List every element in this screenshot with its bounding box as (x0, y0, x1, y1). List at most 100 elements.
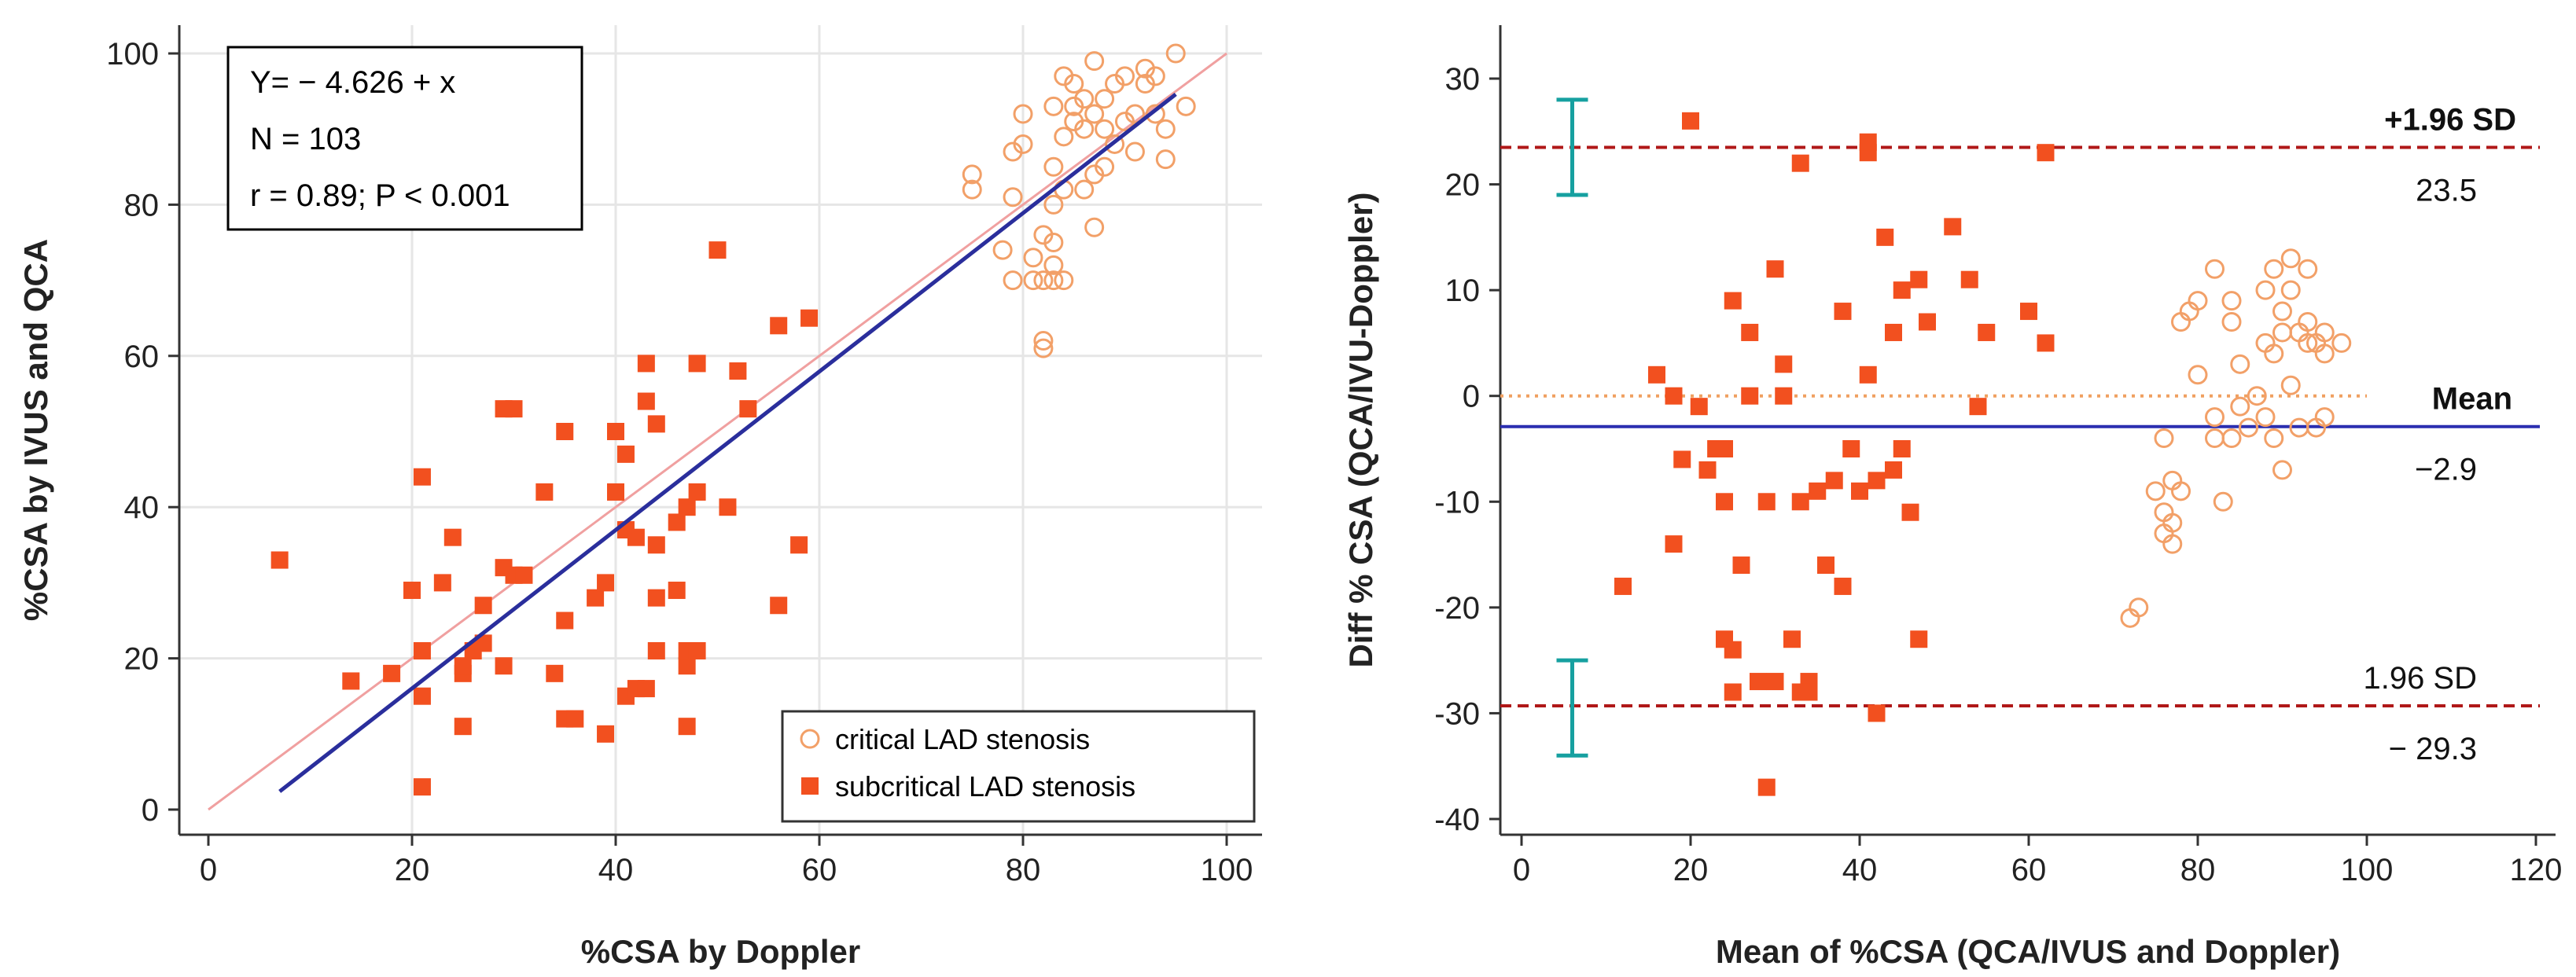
subcritical-point (1665, 535, 1683, 553)
subcritical-point (607, 423, 624, 440)
subcritical-point (770, 317, 788, 335)
critical-point (1054, 127, 1074, 147)
critical-point (2145, 481, 2166, 501)
critical-point (2255, 280, 2276, 300)
critical-point (1013, 134, 1033, 154)
subcritical-point (597, 725, 615, 743)
subcritical-point (616, 445, 635, 463)
subcritical-point (1919, 313, 1936, 331)
subcritical-point (587, 589, 605, 607)
subcritical-point (270, 551, 289, 569)
y-tick-label: -40 (1434, 803, 1480, 837)
critical-point (2154, 428, 2174, 449)
critical-point (1124, 141, 1145, 162)
x-axis-title: %CSA by Doppler (581, 933, 860, 970)
subcritical-point (647, 415, 665, 433)
x-axis-title: Mean of %CSA (QCA/IVUS and Doppler) (1716, 933, 2340, 970)
upper-limit-value: 23.5 (2416, 173, 2477, 208)
critical-point (1023, 270, 1043, 291)
x-tick-label: 80 (2180, 853, 2216, 887)
x-tick-label: 120 (2510, 853, 2563, 887)
subcritical-point (2037, 334, 2055, 352)
y-tick-label: 80 (124, 188, 160, 222)
subcritical-point (1716, 440, 1733, 457)
y-tick-label: 40 (124, 490, 160, 525)
regression-line (278, 92, 1177, 793)
critical-point (2264, 428, 2284, 449)
y-tick-label: -20 (1434, 591, 1480, 626)
subcritical-point (1885, 461, 1902, 479)
subcritical-point (770, 597, 788, 615)
critical-point (1043, 255, 1064, 275)
subcritical-point (1732, 556, 1750, 575)
subcritical-point (637, 392, 655, 410)
y-tick-label: 30 (1445, 62, 1481, 97)
subcritical-point (1741, 387, 1759, 405)
subcritical-point (1716, 493, 1733, 511)
critical-point (2264, 343, 2284, 364)
critical-point (2213, 491, 2233, 512)
legend-subcritical-label: subcritical LAD stenosis (835, 770, 1135, 803)
x-tick-label: 60 (802, 853, 837, 887)
critical-point (2314, 407, 2335, 428)
stats-line: Y= − 4.626 + x (250, 65, 455, 100)
critical-point (1124, 104, 1145, 124)
x-tick-label: 60 (2011, 853, 2047, 887)
stats-line: N = 103 (250, 122, 361, 156)
subcritical-point (383, 664, 401, 682)
subcritical-point (597, 574, 615, 592)
subcritical-point (1665, 387, 1683, 405)
upper-limit-label: +1.96 SD (2384, 102, 2516, 137)
critical-point (2280, 375, 2301, 395)
subcritical-point (1859, 133, 1877, 151)
critical-point (1074, 119, 1095, 139)
critical-point (2255, 407, 2276, 428)
plot-area (1500, 25, 2556, 835)
subcritical-point (454, 718, 472, 736)
subcritical-point (413, 468, 431, 486)
critical-point (2247, 386, 2267, 406)
critical-point (1084, 217, 1105, 237)
subcritical-point (708, 241, 727, 259)
subcritical-point (1791, 154, 1809, 172)
critical-point (2162, 512, 2183, 533)
critical-point (1084, 104, 1105, 124)
subcritical-point (1978, 323, 1996, 341)
subcritical-point (800, 309, 819, 327)
critical-point (1013, 104, 1033, 124)
critical-point (1095, 89, 1115, 109)
critical-point (1003, 270, 1023, 291)
critical-point (2221, 428, 2242, 449)
critical-point (1033, 331, 1054, 351)
subcritical-point (546, 664, 564, 682)
critical-point (2188, 365, 2208, 385)
critical-point (1095, 119, 1115, 139)
critical-point (2314, 322, 2335, 343)
subcritical-point (647, 536, 665, 554)
critical-point (1043, 156, 1064, 177)
subcritical-point (342, 672, 360, 690)
subcritical-point (637, 354, 655, 373)
critical-point (1043, 270, 1064, 291)
subcritical-point (1834, 303, 1852, 321)
x-tick-label: 0 (200, 853, 217, 887)
subcritical-point (403, 582, 421, 600)
subcritical-point (1724, 683, 1742, 701)
subcritical-point (607, 483, 624, 501)
subcritical-point (1690, 398, 1708, 416)
subcritical-point (515, 566, 533, 584)
critical-point (2272, 301, 2292, 321)
y-tick-label: -30 (1434, 696, 1480, 731)
x-tick-label: 0 (1513, 853, 1530, 887)
critical-point (2221, 291, 2242, 311)
subcritical-point (678, 657, 696, 675)
x-tick-label: 100 (2341, 853, 2394, 887)
critical-point (2331, 332, 2352, 353)
critical-point (992, 240, 1013, 260)
subcritical-point (1885, 323, 1902, 341)
subcritical-point (1944, 218, 1962, 236)
subcritical-point (637, 680, 655, 698)
subcritical-point (1960, 270, 1978, 288)
critical-point (1023, 248, 1043, 268)
critical-point (2280, 248, 2301, 269)
